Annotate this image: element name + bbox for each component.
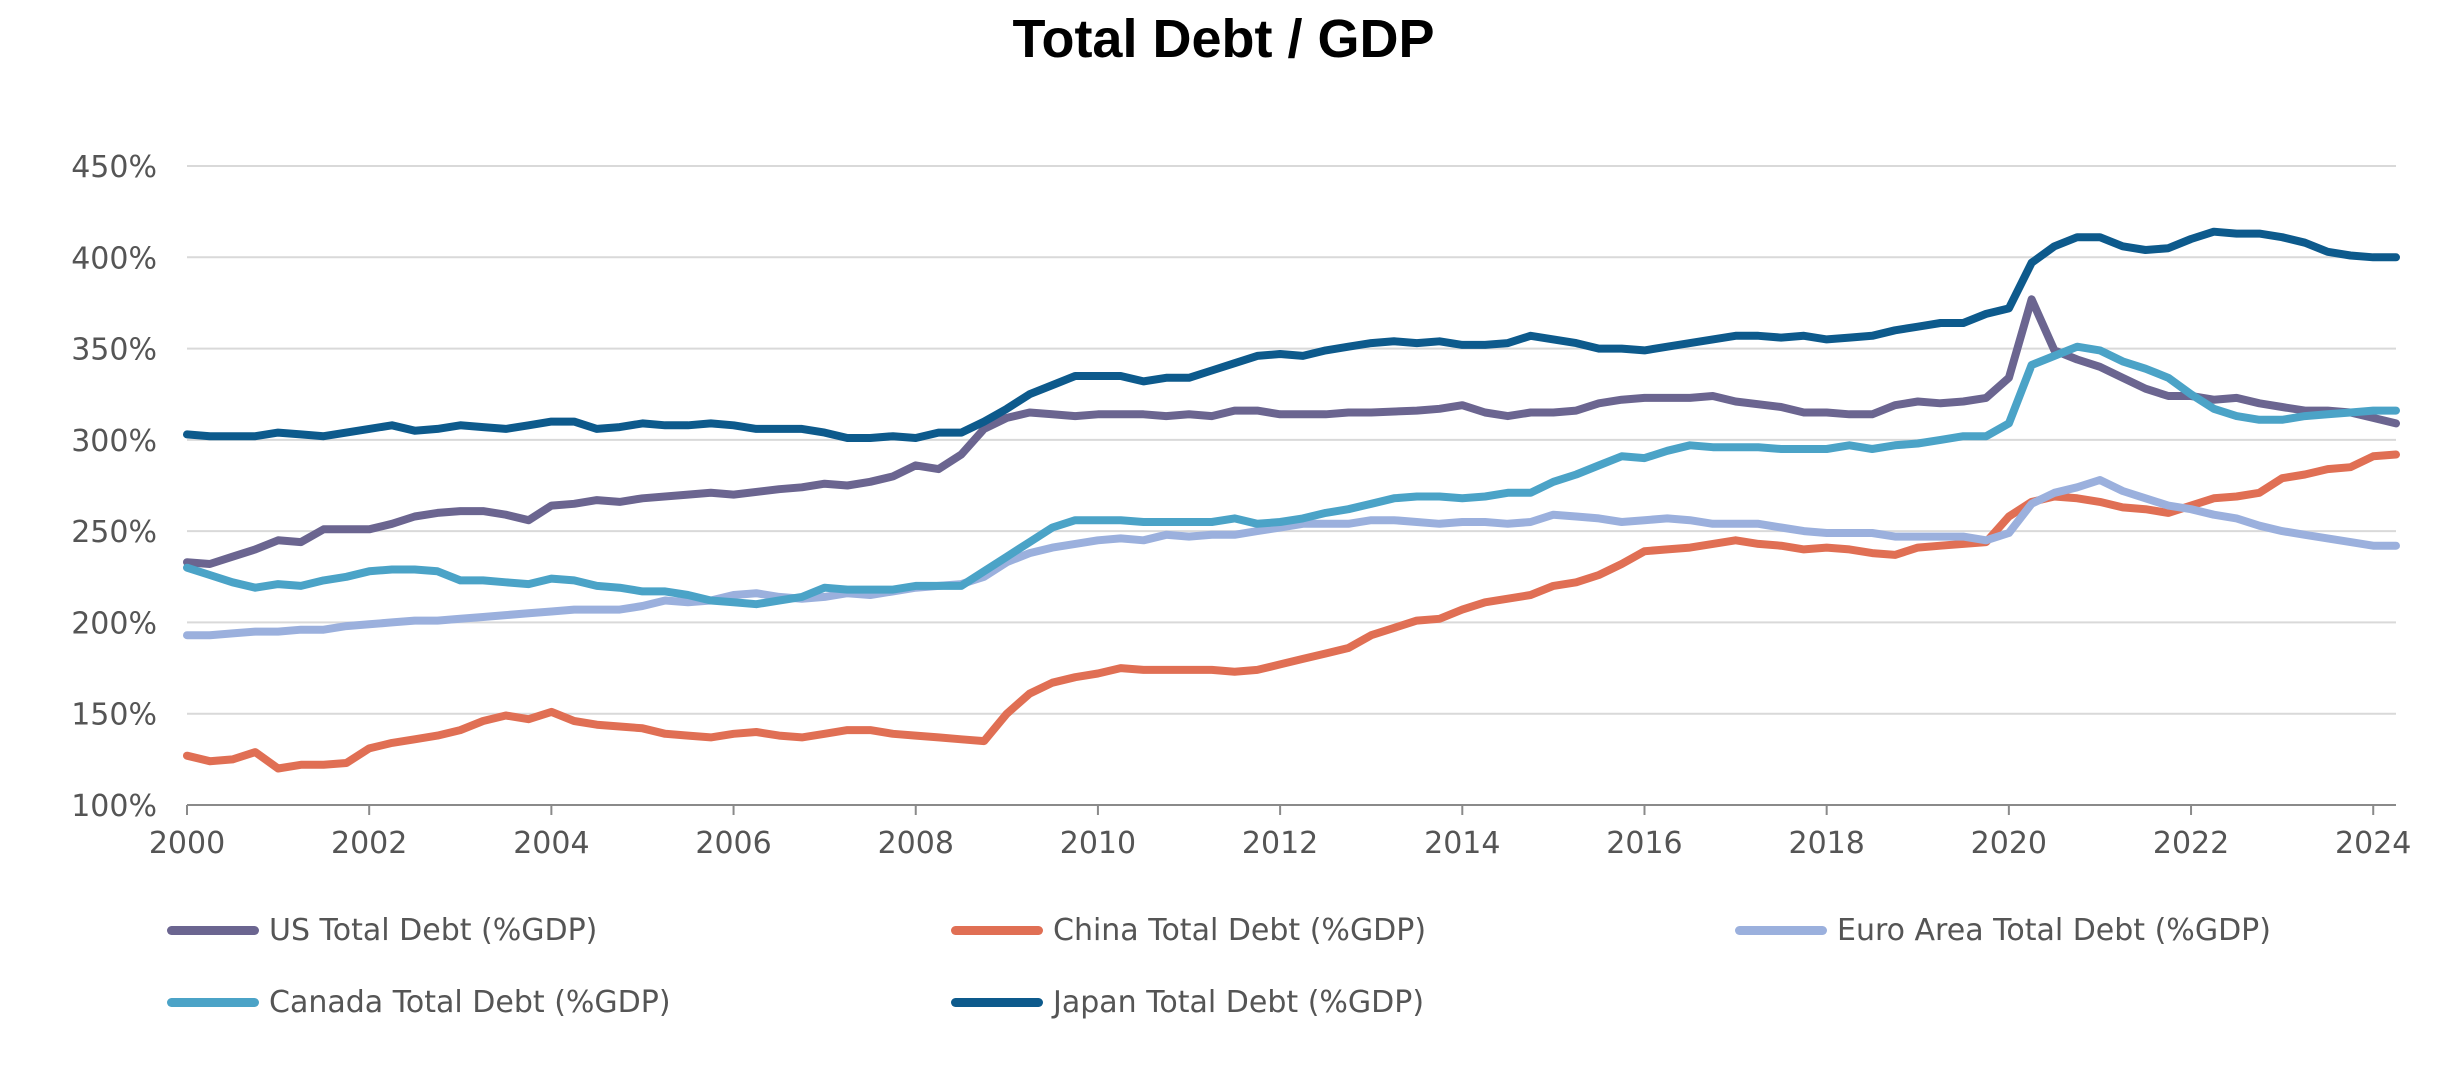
series-lines xyxy=(183,227,2400,773)
y-tick-label: 350% xyxy=(71,333,157,368)
y-tick-label: 100% xyxy=(71,789,157,824)
chart-title: Total Debt / GDP xyxy=(1012,9,1435,69)
y-tick-label: 150% xyxy=(71,698,157,733)
x-tick-label: 2010 xyxy=(1060,826,1136,861)
y-tick-label: 300% xyxy=(71,424,157,459)
y-tick-label: 400% xyxy=(71,241,157,276)
x-tick-label: 2006 xyxy=(695,826,771,861)
series-line-euro xyxy=(183,476,2400,640)
x-tick-label: 2014 xyxy=(1424,826,1500,861)
x-tick-label: 2008 xyxy=(878,826,954,861)
y-tick-label: 200% xyxy=(71,606,157,641)
series-line-us xyxy=(183,295,2400,568)
x-tick-label: 2022 xyxy=(2153,826,2229,861)
x-tick-label: 2002 xyxy=(331,826,407,861)
series-line-canada xyxy=(183,342,2400,609)
x-tick-label: 2000 xyxy=(149,826,225,861)
series-line-japan xyxy=(183,227,2400,442)
x-tick-label: 2024 xyxy=(2335,826,2411,861)
axes: 100% 150% 200% 250% 300% 350% 400% 450% 2000 2002… xyxy=(71,150,2411,861)
gridlines xyxy=(187,165,2396,715)
x-tick-label: 2018 xyxy=(1788,826,1864,861)
x-tick-label: 2016 xyxy=(1606,826,1682,861)
y-tick-label: 250% xyxy=(71,515,157,550)
y-tick-label: 450% xyxy=(71,150,157,185)
x-tick-label: 2012 xyxy=(1242,826,1318,861)
x-tick-label: 2020 xyxy=(1971,826,2047,861)
x-tick-label: 2004 xyxy=(513,826,589,861)
